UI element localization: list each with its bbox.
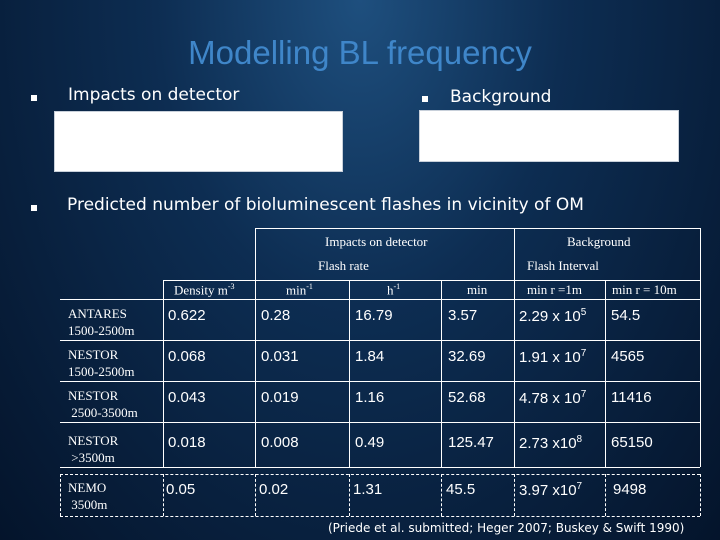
col-min: min-1 — [286, 282, 313, 298]
grid-line — [60, 299, 700, 300]
col-min-r10: min r = 10m — [612, 282, 677, 297]
cell-min-plain: 45.5 — [446, 481, 476, 498]
cell-min: 0.28 — [261, 307, 291, 324]
cell-min: 0.02 — [259, 481, 289, 498]
cell-min-r1: 2.29 x 105 — [519, 307, 587, 325]
grid-line — [441, 280, 442, 467]
cell-h: 1.16 — [355, 389, 385, 406]
cell-min-plain: 125.47 — [448, 434, 494, 451]
cell-density: 0.068 — [168, 348, 206, 365]
slide-title: Modelling BL frequency — [188, 34, 532, 71]
grid-line — [60, 422, 700, 423]
bullet-background: Background — [450, 87, 552, 107]
grid-line — [605, 280, 606, 467]
cell-density: 0.622 — [168, 307, 206, 324]
cell-min-plain: 3.57 — [448, 307, 478, 324]
cell-min-r10: 4565 — [611, 348, 645, 365]
background-image-placeholder — [419, 110, 679, 162]
grid-line — [700, 228, 701, 467]
row-label: NESTOR >3500m — [68, 433, 119, 465]
row-label: NESTOR 1500-2500m — [68, 347, 135, 379]
header-flash-interval: Flash Interval — [527, 258, 599, 273]
cell-min: 0.031 — [261, 348, 299, 365]
cell-h: 16.79 — [355, 307, 393, 324]
grid-line — [163, 280, 700, 281]
col-min-plain: min — [467, 282, 488, 297]
cell-density: 0.018 — [168, 434, 206, 451]
cell-h: 1.31 — [353, 481, 383, 498]
grid-line — [60, 474, 61, 516]
grid-line — [349, 280, 350, 467]
cell-min-r10: 11416 — [611, 389, 652, 406]
cell-min-r10: 65150 — [611, 434, 653, 451]
col-h: h-1 — [387, 282, 401, 298]
header-background: Background — [567, 234, 631, 249]
row-label: ANTARES 1500-2500m — [68, 306, 135, 338]
grid-line — [514, 474, 515, 516]
cell-min-r1: 1.91 x 107 — [519, 348, 587, 366]
grid-line — [163, 474, 164, 516]
col-density: Density m-3 — [174, 282, 235, 298]
cell-min-r1: 4.78 x 107 — [519, 389, 587, 407]
cell-density: 0.043 — [168, 389, 206, 406]
grid-line — [60, 381, 700, 382]
grid-line — [255, 228, 700, 229]
cell-min-r10: 54.5 — [611, 307, 641, 324]
grid-line — [163, 280, 164, 467]
grid-line — [60, 340, 700, 341]
cell-min-r10: 9498 — [613, 481, 647, 498]
bullet-impacts: Impacts on detector — [68, 85, 240, 105]
bullet-marker — [422, 96, 428, 102]
grid-line — [60, 516, 700, 517]
grid-line — [441, 474, 442, 516]
cell-min: 0.019 — [261, 389, 299, 406]
bullet-marker — [31, 95, 37, 101]
citation: (Priede et al. submitted; Heger 2007; Bu… — [328, 521, 685, 535]
grid-line — [60, 474, 700, 475]
row-label: NEMO 3500m — [68, 480, 108, 512]
cell-min-plain: 32.69 — [448, 348, 486, 365]
bullet-predicted: Predicted number of bioluminescent flash… — [67, 195, 584, 215]
grid-line — [700, 474, 701, 516]
impacts-image-placeholder — [54, 111, 343, 172]
cell-min-r1: 3.97 x107 — [519, 481, 583, 499]
cell-min: 0.008 — [261, 434, 299, 451]
grid-line — [349, 474, 350, 516]
grid-line — [605, 474, 606, 516]
header-impacts: Impacts on detector — [325, 234, 428, 249]
cell-density: 0.05 — [166, 481, 196, 498]
grid-line — [514, 228, 515, 467]
header-flash-rate: Flash rate — [318, 258, 369, 273]
col-min-r1: min r =1m — [527, 282, 582, 297]
cell-min-r1: 2.73 x108 — [519, 434, 583, 452]
cell-h: 1.84 — [355, 348, 385, 365]
cell-min-plain: 52.68 — [448, 389, 486, 406]
grid-line — [60, 467, 700, 468]
grid-line — [255, 474, 256, 516]
cell-h: 0.49 — [355, 434, 385, 451]
grid-line — [255, 228, 256, 467]
bullet-marker — [31, 205, 37, 211]
row-label: NESTOR 2500-3500m — [68, 388, 138, 420]
